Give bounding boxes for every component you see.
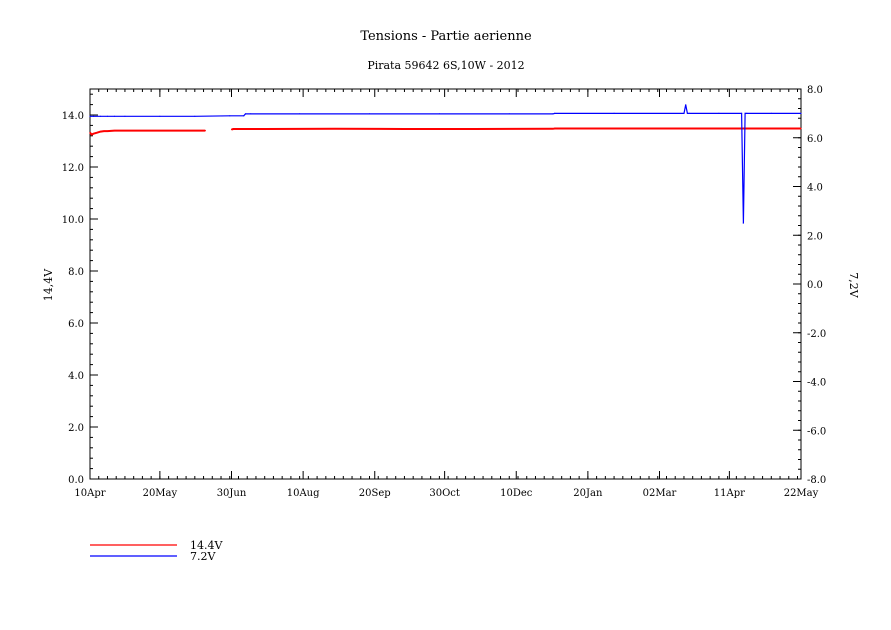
data-point-7-2v bbox=[688, 112, 690, 114]
y-right-tick-label: -2.0 bbox=[807, 329, 826, 340]
data-point-7-2v bbox=[613, 112, 615, 114]
x-tick-label: 20May bbox=[143, 488, 178, 499]
data-point-7-2v bbox=[113, 115, 116, 117]
y-left-tick-label: 12.0 bbox=[62, 163, 84, 174]
data-point-7-2v bbox=[194, 115, 196, 117]
data-point-14-4v bbox=[103, 130, 105, 132]
y-right-tick-label: -4.0 bbox=[807, 378, 826, 389]
x-tick-label: 10Apr bbox=[74, 488, 105, 499]
data-point-7-2v bbox=[244, 113, 247, 115]
data-point-14-4v bbox=[204, 130, 206, 132]
plot-frame bbox=[89, 88, 802, 480]
y-left-tick-label: 6.0 bbox=[68, 319, 84, 330]
y-right-tick-label: 0.0 bbox=[807, 280, 823, 291]
data-point-7-2v bbox=[741, 112, 743, 114]
legend-entry-label: 7.2V bbox=[190, 550, 216, 563]
data-point-7-2v bbox=[742, 222, 744, 224]
y-left-tick-label: 4.0 bbox=[68, 371, 84, 382]
data-point-7-2v bbox=[92, 115, 95, 117]
data-point-7-2v bbox=[686, 112, 689, 114]
data-point-14-4v bbox=[683, 127, 685, 130]
data-point-7-2v bbox=[685, 104, 687, 106]
legend-entry-label: 14.4V bbox=[190, 539, 223, 552]
data-point-14-4v bbox=[753, 127, 755, 130]
data-point-7-2v bbox=[554, 112, 556, 114]
x-tick-label: 30Oct bbox=[429, 488, 460, 499]
x-tick-label: 02Mar bbox=[643, 488, 677, 499]
data-point-7-2v bbox=[800, 112, 802, 114]
y-axis-left-label: 14,4V bbox=[42, 268, 55, 301]
x-tick-label: 11Apr bbox=[714, 488, 745, 499]
legend: 14.4V7.2V bbox=[90, 539, 223, 563]
data-point-14-4v bbox=[800, 127, 802, 130]
y-left-tick-label: 10.0 bbox=[62, 215, 84, 226]
data-point-14-4v bbox=[194, 130, 196, 132]
data-point-14-4v bbox=[473, 128, 475, 130]
data-point-7-2v bbox=[99, 115, 102, 117]
data-point-7-2v bbox=[368, 113, 371, 115]
data-point-7-2v bbox=[124, 115, 126, 117]
y-axis-right-label: 7,2V bbox=[847, 272, 860, 298]
x-tick-label: 20Jan bbox=[573, 488, 603, 499]
y-left-tick-label: 2.0 bbox=[68, 423, 84, 434]
data-point-7-2v bbox=[438, 113, 440, 115]
data-point-7-2v bbox=[299, 113, 301, 115]
data-point-7-2v bbox=[229, 115, 231, 117]
data-point-14-4v bbox=[106, 130, 109, 132]
data-point-14-4v bbox=[91, 133, 93, 136]
data-point-14-4v bbox=[159, 130, 161, 132]
data-point-14-4v bbox=[613, 127, 615, 130]
y-right-tick-label: 6.0 bbox=[807, 134, 823, 145]
chart-subtitle: Pirata 59642 6S,10W - 2012 bbox=[367, 59, 524, 72]
data-point-14-4v bbox=[89, 132, 91, 134]
data-point-7-2v bbox=[250, 113, 252, 115]
x-tick-label: 30Jun bbox=[217, 488, 247, 499]
data-point-7-2v bbox=[770, 112, 772, 114]
data-point-7-2v bbox=[508, 113, 510, 115]
series-line-7-2v bbox=[90, 104, 801, 224]
x-tick-label: 20Sep bbox=[359, 488, 391, 499]
data-point-14-4v bbox=[124, 130, 126, 132]
plot-area: 10Apr 20May 30Jun 10Aug 20Sep 30Oct 10Dec 20Jan… bbox=[62, 85, 827, 499]
data-point-14-4v bbox=[333, 128, 336, 130]
y-right-tick-label: 4.0 bbox=[807, 183, 823, 194]
data-point-14-4v bbox=[176, 130, 178, 132]
x-tick-label: 10Dec bbox=[500, 488, 533, 499]
data-point-14-4v bbox=[96, 132, 98, 134]
y-right-tick-label: 2.0 bbox=[807, 231, 823, 242]
series-line-14-4v bbox=[89, 127, 801, 136]
data-point-7-2v bbox=[718, 112, 720, 114]
data-point-7-2v bbox=[106, 115, 109, 117]
chart-title: Tensions - Partie aerienne bbox=[360, 29, 532, 44]
y-left-tick-label: 14.0 bbox=[62, 111, 84, 122]
x-tick-label: 22May bbox=[784, 488, 819, 499]
x-tick-label: 10Aug bbox=[287, 488, 320, 499]
y-left-tick-label: 0.0 bbox=[68, 475, 84, 486]
data-point-14-4v bbox=[232, 128, 234, 130]
data-point-7-2v bbox=[683, 112, 685, 114]
data-point-7-2v bbox=[744, 112, 746, 114]
data-point-7-2v bbox=[552, 113, 554, 115]
y-right-tick-label: 8.0 bbox=[807, 85, 823, 96]
data-point-14-4v bbox=[141, 130, 144, 132]
y-left-tick-label: 8.0 bbox=[68, 267, 84, 278]
data-point-14-4v bbox=[92, 133, 95, 135]
data-point-14-4v bbox=[99, 131, 102, 133]
data-point-14-4v bbox=[113, 130, 116, 132]
data-point-14-4v bbox=[554, 127, 556, 130]
data-point-14-4v bbox=[403, 128, 406, 130]
data-point-7-2v bbox=[243, 115, 245, 117]
data-point-14-4v bbox=[552, 128, 554, 130]
data-point-14-4v bbox=[230, 128, 233, 131]
y-right-tick-label: -8.0 bbox=[807, 475, 826, 486]
data-point-7-2v bbox=[746, 112, 748, 114]
data-point-7-2v bbox=[159, 115, 161, 117]
data-point-14-4v bbox=[264, 128, 266, 130]
y-right-tick-label: -6.0 bbox=[807, 426, 826, 437]
data-point-7-2v bbox=[89, 115, 91, 117]
